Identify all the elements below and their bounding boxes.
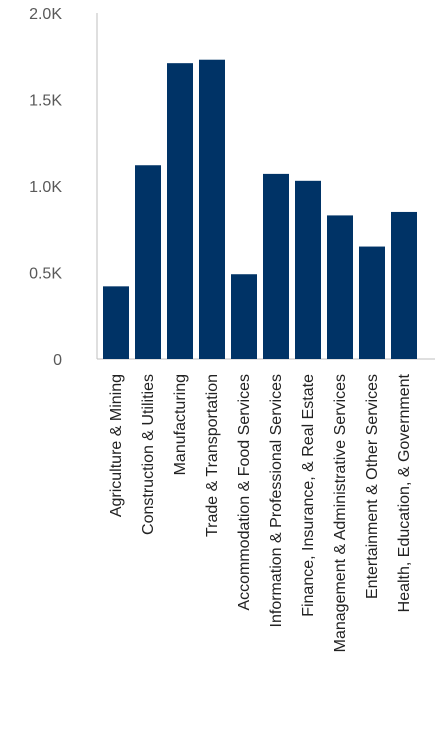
y-axis-ticks: 0 0.5K 1.0K 1.5K 2.0K	[29, 6, 62, 369]
x-tick-label: Agriculture & Mining	[108, 374, 125, 517]
bar	[359, 246, 385, 359]
x-tick-label: Management & Administrative Services	[332, 374, 349, 652]
bar	[199, 59, 225, 360]
x-tick-label: Accommodation & Food Services	[236, 374, 253, 611]
bar	[263, 173, 289, 359]
bar	[295, 180, 321, 359]
x-tick-label: Entertainment & Other Services	[364, 374, 381, 599]
y-tick-label: 1.5K	[29, 93, 62, 110]
bar	[167, 63, 193, 360]
x-tick-label: Information & Professional Services	[268, 374, 285, 627]
x-tick-label: Finance, Insurance, & Real Estate	[300, 374, 317, 617]
bar	[327, 215, 353, 359]
y-tick-label: 2.0K	[29, 6, 62, 23]
bars	[103, 59, 417, 360]
category-labels: Agriculture & Mining Construction & Utili…	[108, 373, 413, 652]
y-tick-label: 0	[53, 352, 62, 369]
x-tick-label: Health, Education, & Government	[396, 373, 413, 612]
bar	[391, 211, 417, 359]
x-tick-label: Manufacturing	[172, 374, 189, 475]
bar	[103, 286, 129, 359]
x-tick-label: Trade & Transportation	[204, 374, 221, 537]
y-tick-label: 0.5K	[29, 266, 62, 283]
bar	[231, 274, 257, 359]
x-tick-label: Construction & Utilities	[140, 374, 157, 535]
bar	[135, 165, 161, 359]
y-tick-label: 1.0K	[29, 179, 62, 196]
